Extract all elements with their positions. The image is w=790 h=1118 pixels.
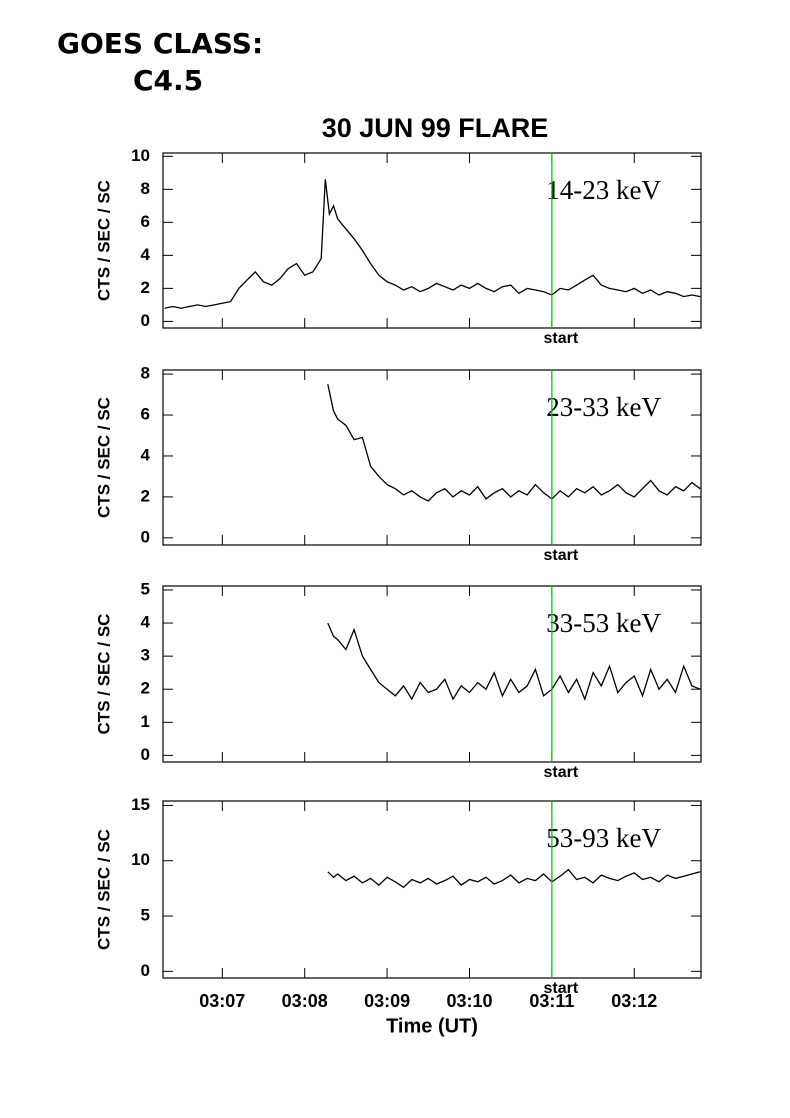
y-tick-label: 4 (141, 445, 151, 464)
start-label: start (544, 330, 579, 347)
chart-title: 30 JUN 99 FLARE (322, 113, 549, 143)
y-tick-label: 0 (141, 311, 150, 330)
y-tick-label: 2 (141, 679, 150, 698)
y-tick-label: 3 (141, 646, 150, 665)
start-label: start (544, 764, 579, 781)
x-axis-label: Time (UT) (386, 1015, 478, 1037)
header-line: GOES CLASS: (57, 27, 263, 60)
start-label: start (544, 547, 579, 564)
data-line (327, 384, 701, 502)
plot-frame (162, 585, 702, 763)
y-tick-label: 8 (141, 179, 150, 198)
y-tick-label: 5 (141, 579, 150, 598)
y-tick-label: 8 (141, 364, 150, 383)
band-label: 33-53 keV (546, 608, 661, 638)
y-tick-label: 0 (141, 961, 150, 980)
y-tick-label: 5 (141, 906, 150, 925)
y-tick-label: 0 (141, 745, 150, 764)
x-tick-label: 03:08 (282, 991, 328, 1011)
band-label: 53-93 keV (546, 823, 661, 853)
y-tick-label: 6 (141, 212, 150, 231)
y-axis-label: CTS / SEC / SC (94, 180, 113, 301)
y-tick-label: 1 (141, 712, 150, 731)
y-tick-label: 10 (131, 850, 150, 869)
y-tick-label: 10 (131, 146, 150, 165)
y-tick-label: 6 (141, 405, 150, 424)
x-tick-label: 03:10 (446, 991, 492, 1011)
x-tick-label: 03:09 (364, 991, 410, 1011)
y-tick-label: 0 (141, 527, 150, 546)
x-tick-label: 03:12 (611, 991, 657, 1011)
data-line (164, 179, 701, 309)
y-axis-label: CTS / SEC / SC (94, 829, 113, 950)
plot-frame (162, 369, 702, 546)
plot-frame (162, 800, 702, 979)
y-tick-label: 2 (141, 278, 150, 297)
y-tick-label: 4 (141, 613, 151, 632)
x-tick-label: 03:11 (529, 991, 574, 1011)
data-line (327, 622, 701, 702)
band-label: 23-33 keV (546, 392, 661, 422)
y-tick-label: 4 (141, 245, 151, 264)
start-label: start (544, 980, 579, 997)
y-axis-label: CTS / SEC / SC (94, 614, 113, 735)
band-label: 14-23 keV (546, 175, 661, 205)
x-tick-label: 03:07 (199, 991, 245, 1011)
data-line (327, 868, 701, 889)
header-line: C4.5 (133, 64, 203, 97)
y-axis-label: CTS / SEC / SC (94, 397, 113, 518)
y-tick-label: 2 (141, 486, 150, 505)
y-tick-label: 15 (131, 795, 150, 814)
plot-frame (162, 152, 702, 329)
